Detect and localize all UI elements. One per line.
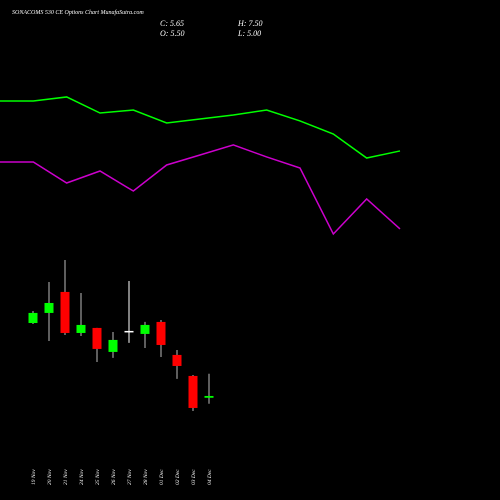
candle-body [172, 354, 182, 366]
candle-body [204, 395, 214, 398]
candle-body [28, 312, 38, 324]
candle-body [124, 330, 134, 333]
ohlc-close: C: 5.65 [160, 19, 184, 28]
ohlc-low: L: 5.00 [237, 29, 261, 38]
candle-body [188, 375, 198, 408]
indicator-line [0, 144, 401, 236]
candle-body [156, 321, 166, 345]
x-tick-label: 01 Dec [159, 469, 165, 485]
x-tick-label: 20 Nov [47, 469, 53, 485]
ohlc-high: H: 7.50 [237, 19, 262, 28]
x-tick-label: 19 Nov [31, 469, 37, 485]
x-tick-label: 04 Dec [206, 469, 213, 485]
x-tick-label: 24 Nov [78, 469, 85, 485]
candle-body [92, 327, 102, 349]
candle-body [44, 302, 54, 313]
x-tick-label: 02 Dec [175, 469, 181, 485]
ohlc-open: O: 5.50 [160, 29, 184, 38]
candle-body [140, 324, 150, 334]
x-tick-label: 28 Nov [143, 469, 149, 485]
x-tick-label: 25 Nov [95, 469, 101, 485]
x-tick-label: 03 Dec [191, 469, 197, 485]
candle-body [108, 339, 118, 352]
x-tick-label: 26 Nov [111, 469, 117, 485]
chart-title: SONACOMS 530 CE Options Chart MunafaSutr… [12, 9, 144, 16]
candle-body [76, 324, 86, 333]
indicator-line [0, 96, 401, 159]
x-tick-label: 27 Nov [127, 469, 133, 485]
candle-body [60, 291, 70, 333]
x-tick-label: 21 Nov [63, 469, 69, 485]
